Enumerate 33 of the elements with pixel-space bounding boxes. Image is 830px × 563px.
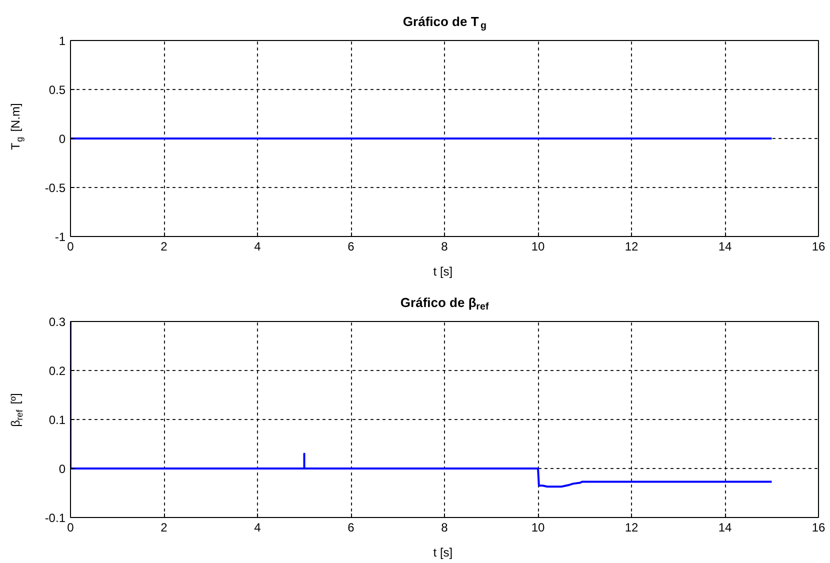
y-tick-label: 1: [58, 34, 66, 48]
x-tick-label: 4: [254, 520, 262, 534]
y-tick-label: 0.1: [48, 413, 66, 427]
x-tick-label: 10: [531, 240, 545, 254]
x-tick-label: 8: [441, 240, 448, 254]
x-tick-label: 4: [254, 240, 262, 254]
y-tick-label: 0.5: [48, 83, 66, 97]
y-tick-label: 0: [58, 462, 66, 476]
y-axis-title: βref [º]: [8, 393, 25, 427]
x-tick-label: 0: [67, 520, 74, 534]
x-tick-label: 2: [160, 240, 168, 254]
line-series: [70, 322, 773, 488]
x-tick-label: 6: [348, 520, 355, 534]
y-tick-label: -0.1: [44, 511, 66, 525]
x-tick-label: 16: [812, 520, 826, 534]
x-tick-label: 10: [531, 520, 545, 534]
x-axis-title: t [s]: [433, 546, 453, 560]
x-tick-label: 8: [441, 520, 448, 534]
x-tick-label: 16: [812, 240, 826, 254]
x-tick-label: 12: [624, 240, 638, 254]
y-tick-label: 0: [58, 132, 66, 146]
y-tick-label: -0.5: [44, 181, 66, 195]
x-axis-title: t [s]: [433, 264, 453, 278]
x-tick-label: 12: [624, 520, 638, 534]
x-tick-label: 14: [718, 240, 732, 254]
y-axis-title: Tg [N.m]: [8, 103, 25, 150]
x-tick-label: 14: [718, 520, 732, 534]
y-tick-label: 0.3: [48, 315, 66, 329]
y-tick-label: 0.2: [48, 364, 66, 378]
x-tick-label: 0: [67, 240, 74, 254]
x-tick-label: 2: [160, 520, 168, 534]
x-tick-label: 6: [348, 240, 355, 254]
y-tick-label: -1: [54, 230, 66, 244]
